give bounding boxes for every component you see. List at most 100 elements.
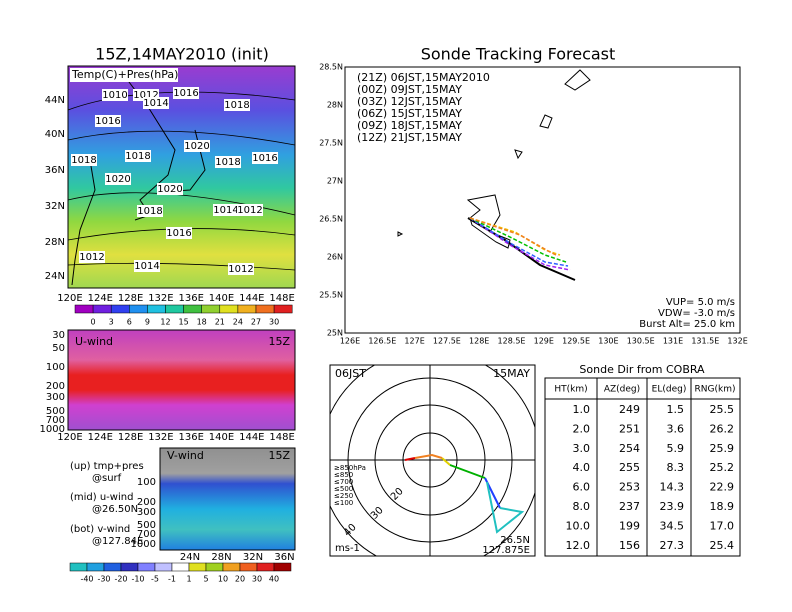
track-title: Sonde Tracking Forecast [421, 45, 616, 64]
lon-label: 132E [148, 432, 173, 443]
legend-entry: (21Z) 06JST,15MAY2010 [357, 71, 490, 84]
isobar-label: 1018 [137, 206, 162, 217]
lat-label: 25N [327, 329, 343, 338]
isobar-bg [79, 251, 105, 263]
isobar-label: 1016 [173, 88, 198, 99]
isobar-label: 1020 [105, 174, 130, 185]
field-label: Temp(C)+Pres(hPa) [71, 68, 178, 81]
lat-label: 28N [327, 101, 343, 110]
table-header: RNG(km) [695, 385, 736, 395]
p-label: 300 [46, 392, 65, 403]
isobar-bg [134, 260, 160, 272]
lon-label: 132E [727, 337, 747, 346]
colorbar-label: 15 [179, 318, 189, 327]
colorbar-label: 18 [197, 318, 207, 327]
isobar-bg [184, 140, 210, 152]
p-label: 200 [137, 497, 156, 508]
table-cell: 1.5 [667, 403, 685, 416]
lon-label: 127E [404, 337, 424, 346]
polar-legend: ≤850 [334, 471, 353, 479]
colorbar-label: 3 [109, 318, 114, 327]
panel-note: @127.84E [92, 536, 143, 547]
isobar-label: 1020 [157, 184, 182, 195]
colorbar-label: 20 [235, 575, 245, 584]
isobar-bg [252, 152, 278, 164]
hodo-850 [404, 457, 416, 461]
lon-label: 129.5E [562, 337, 590, 346]
table-cell: 12.0 [566, 539, 591, 552]
p-label: 500 [46, 406, 65, 417]
colorbar-label: -20 [114, 575, 127, 584]
label-bg [70, 68, 178, 82]
colorbar-label: 27 [251, 318, 261, 327]
colorbar-box [205, 562, 224, 572]
table-cell: 25.5 [710, 403, 735, 416]
lat-label: 24N [45, 271, 65, 282]
lon-label: 131.5E [691, 337, 719, 346]
lon-label: 148E [269, 293, 294, 304]
polar-legend: ≤500 [334, 485, 353, 493]
table-cell: 25.2 [710, 461, 735, 474]
table-cell: 156 [619, 539, 640, 552]
legend-entry: (06Z) 15JST,15MAY [357, 107, 462, 120]
lon-label: 132E [148, 293, 173, 304]
table-cell: 3.0 [573, 442, 591, 455]
table-cell: 17.0 [710, 519, 735, 532]
track-09z [469, 217, 561, 256]
isobar-bg [143, 97, 169, 109]
colorbar-label: -1 [168, 575, 176, 584]
isobar-bg [105, 173, 131, 185]
lat-label: 28N [45, 237, 65, 248]
isobar-bg [157, 183, 183, 195]
lon-label: 136E [178, 432, 203, 443]
v-time: 15Z [268, 449, 290, 462]
isobar-bg [125, 150, 151, 162]
table-header: HT(km) [554, 385, 587, 395]
isobar-bg [224, 99, 250, 111]
isobar-label: 1012 [79, 252, 104, 263]
table-header: EL(deg) [652, 385, 687, 395]
hodo-400 [449, 464, 486, 479]
isobar-bg [166, 227, 192, 239]
colorbar-label: 30 [269, 318, 279, 327]
table-cell: 3.6 [667, 422, 685, 435]
p-label: 100 [137, 477, 156, 488]
colorbar-label: -30 [97, 575, 110, 584]
lon-label: 128.5E [498, 337, 526, 346]
colorbar-box [219, 304, 239, 314]
track-03z [469, 217, 569, 267]
launch-param: VUP= 5.0 m/s [666, 297, 735, 308]
u-time: 15Z [268, 335, 290, 348]
table-cell: 23.9 [660, 500, 685, 513]
colorbar-label: 40 [269, 575, 279, 584]
table-cell: 25.9 [710, 442, 735, 455]
table-cell: 6.0 [573, 481, 591, 494]
lat-label: 44N [45, 95, 65, 106]
colorbar-box [256, 562, 275, 572]
lon-label: 128E [118, 293, 143, 304]
p-label: 300 [137, 507, 156, 518]
lon-label: 131E [663, 337, 683, 346]
isobar-label: 1012 [237, 205, 262, 216]
polar-legend: ≥850hPa [334, 464, 366, 472]
table-cell: 18.9 [710, 500, 735, 513]
polar-time: 06JST [335, 367, 366, 380]
colorbar-label: 1 [186, 575, 191, 584]
isobar-bg [173, 87, 199, 99]
colorbar-box [74, 304, 94, 314]
lat-label: 24N [180, 552, 200, 563]
lon-label: 120E [57, 432, 82, 443]
isobar-label: 1018 [224, 100, 249, 111]
isobar-label: 1010 [102, 90, 127, 101]
colorbar-box [171, 562, 190, 572]
lat-label: 32N [45, 201, 65, 212]
lat-label: 40N [45, 129, 65, 140]
p-label: 200 [46, 381, 65, 392]
colorbar-label: -10 [131, 575, 144, 584]
lat-label: 27.5N [319, 139, 343, 148]
colorbar-box [147, 304, 166, 314]
launch-param: VDW= -3.0 m/s [658, 308, 735, 319]
isobar-label: 1016 [166, 228, 191, 239]
lat-label: 25.5N [319, 291, 343, 300]
isobar-bg [71, 154, 97, 166]
